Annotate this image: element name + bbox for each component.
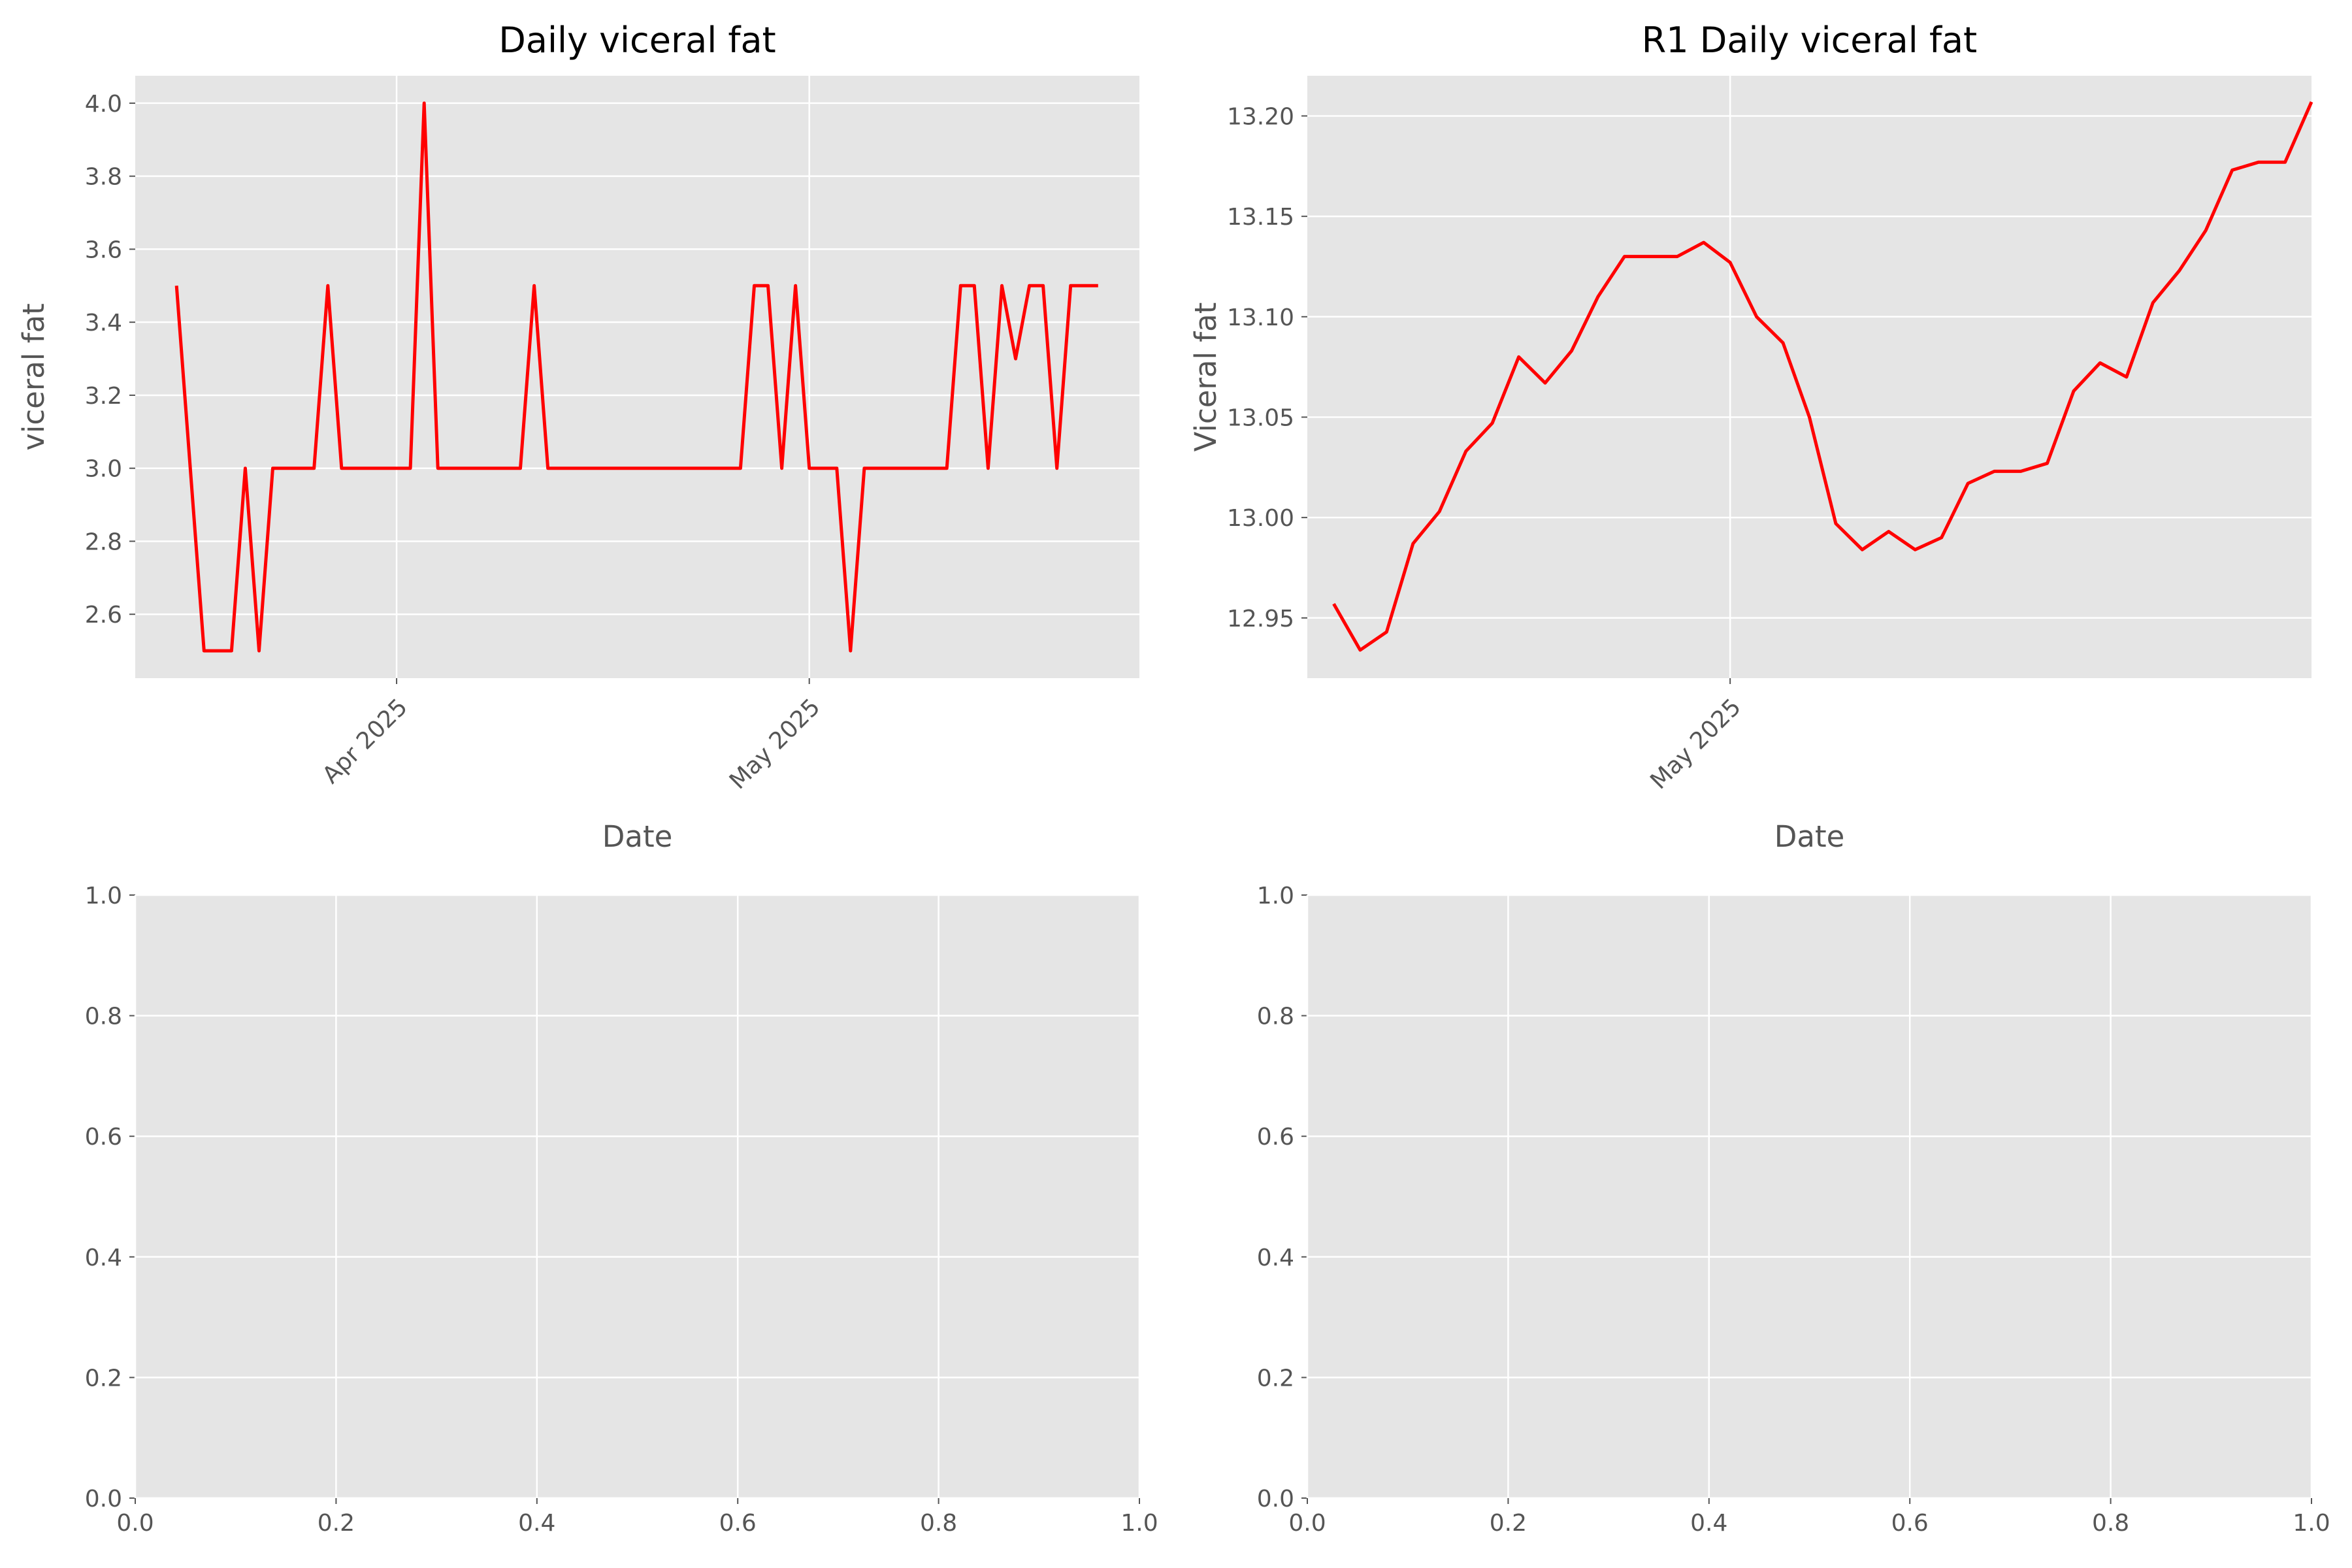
x-axis-label: Date bbox=[602, 819, 673, 854]
x-tick-label: 0.4 bbox=[1690, 1510, 1727, 1537]
plot-area bbox=[1307, 895, 2311, 1498]
y-tick-label: 13.20 bbox=[1227, 103, 1294, 130]
x-tick-label: 0.8 bbox=[920, 1510, 957, 1537]
y-tick-label: 0.8 bbox=[1257, 1004, 1294, 1030]
series-line-1 bbox=[1332, 101, 2313, 652]
y-tick-label: 3.2 bbox=[85, 383, 122, 410]
plot-area bbox=[135, 76, 1139, 678]
y-tick-label: 0.6 bbox=[1257, 1124, 1294, 1151]
y-tick-label: 0.2 bbox=[1257, 1365, 1294, 1392]
y-tick-label: 12.95 bbox=[1227, 606, 1294, 632]
chart-title: Daily viceral fat bbox=[498, 20, 776, 61]
y-tick-label: 2.8 bbox=[85, 529, 122, 555]
y-tick-label: 0.0 bbox=[85, 1486, 122, 1512]
chart-panel-2: 12.95 13.00 13.05 13.10 13.15 13.20 May 2025 R1… bbox=[1188, 20, 2313, 854]
x-tick-label: 0.6 bbox=[1891, 1510, 1929, 1537]
y-tick-label: 2.6 bbox=[85, 602, 122, 629]
chart-panel-3: 0.0 0.2 0.4 0.6 0.8 1.0 0.0 0.2 0.4 0.6 0.8 1.0 bbox=[85, 883, 1158, 1537]
y-tick-label: 4.0 bbox=[85, 91, 122, 118]
y-tick-label: 13.10 bbox=[1227, 304, 1294, 331]
y-tick-label: 1.0 bbox=[85, 883, 122, 909]
y-tick-label: 0.6 bbox=[85, 1124, 122, 1151]
y-tick-label: 0.4 bbox=[1257, 1245, 1294, 1271]
x-tick-label: May 2025 bbox=[725, 694, 826, 795]
y-tick-label: 13.15 bbox=[1227, 204, 1294, 231]
y-tick-label: 3.0 bbox=[85, 456, 122, 483]
y-tick-label: 3.8 bbox=[85, 164, 122, 191]
x-tick-label: 0.0 bbox=[116, 1510, 154, 1537]
y-axis-label: Viceral fat bbox=[1188, 302, 1223, 452]
y-tick-label: 13.05 bbox=[1227, 404, 1294, 431]
y-tick-label: 3.4 bbox=[85, 310, 122, 336]
x-tick-label: 0.6 bbox=[719, 1510, 757, 1537]
x-axis-label: Date bbox=[1774, 819, 1845, 854]
x-tick-label: Apr 2025 bbox=[318, 694, 413, 789]
plot-area bbox=[135, 895, 1139, 1498]
x-tick-label: 0.4 bbox=[518, 1510, 555, 1537]
chart-title: R1 Daily viceral fat bbox=[1642, 20, 1977, 61]
y-axis-label: viceral fat bbox=[16, 303, 51, 451]
chart-panel-4: 0.0 0.2 0.4 0.6 0.8 1.0 0.0 0.2 0.4 0.6 0.8 1.0 bbox=[1257, 883, 2330, 1537]
plot-area bbox=[1307, 76, 2311, 678]
x-tick-label: 1.0 bbox=[2293, 1510, 2330, 1537]
x-tick-label: 1.0 bbox=[1120, 1510, 1158, 1537]
chart-panel-1: 2.6 2.8 3.0 3.2 3.4 3.6 3.8 4.0 Apr 2025 May 2025… bbox=[16, 20, 1139, 854]
y-tick-label: 1.0 bbox=[1257, 883, 1294, 909]
y-tick-label: 0.2 bbox=[85, 1365, 122, 1392]
y-tick-label: 0.0 bbox=[1257, 1486, 1294, 1512]
x-tick-label: 0.2 bbox=[1490, 1510, 1527, 1537]
x-tick-label: May 2025 bbox=[1645, 694, 1746, 795]
y-tick-label: 13.00 bbox=[1227, 505, 1294, 532]
y-tick-label: 3.6 bbox=[85, 237, 122, 263]
y-tick-label: 0.8 bbox=[85, 1004, 122, 1030]
y-tick-label: 0.4 bbox=[85, 1245, 122, 1271]
x-tick-label: 0.8 bbox=[2092, 1510, 2129, 1537]
x-tick-label: 0.0 bbox=[1288, 1510, 1326, 1537]
x-tick-label: 0.2 bbox=[318, 1510, 355, 1537]
